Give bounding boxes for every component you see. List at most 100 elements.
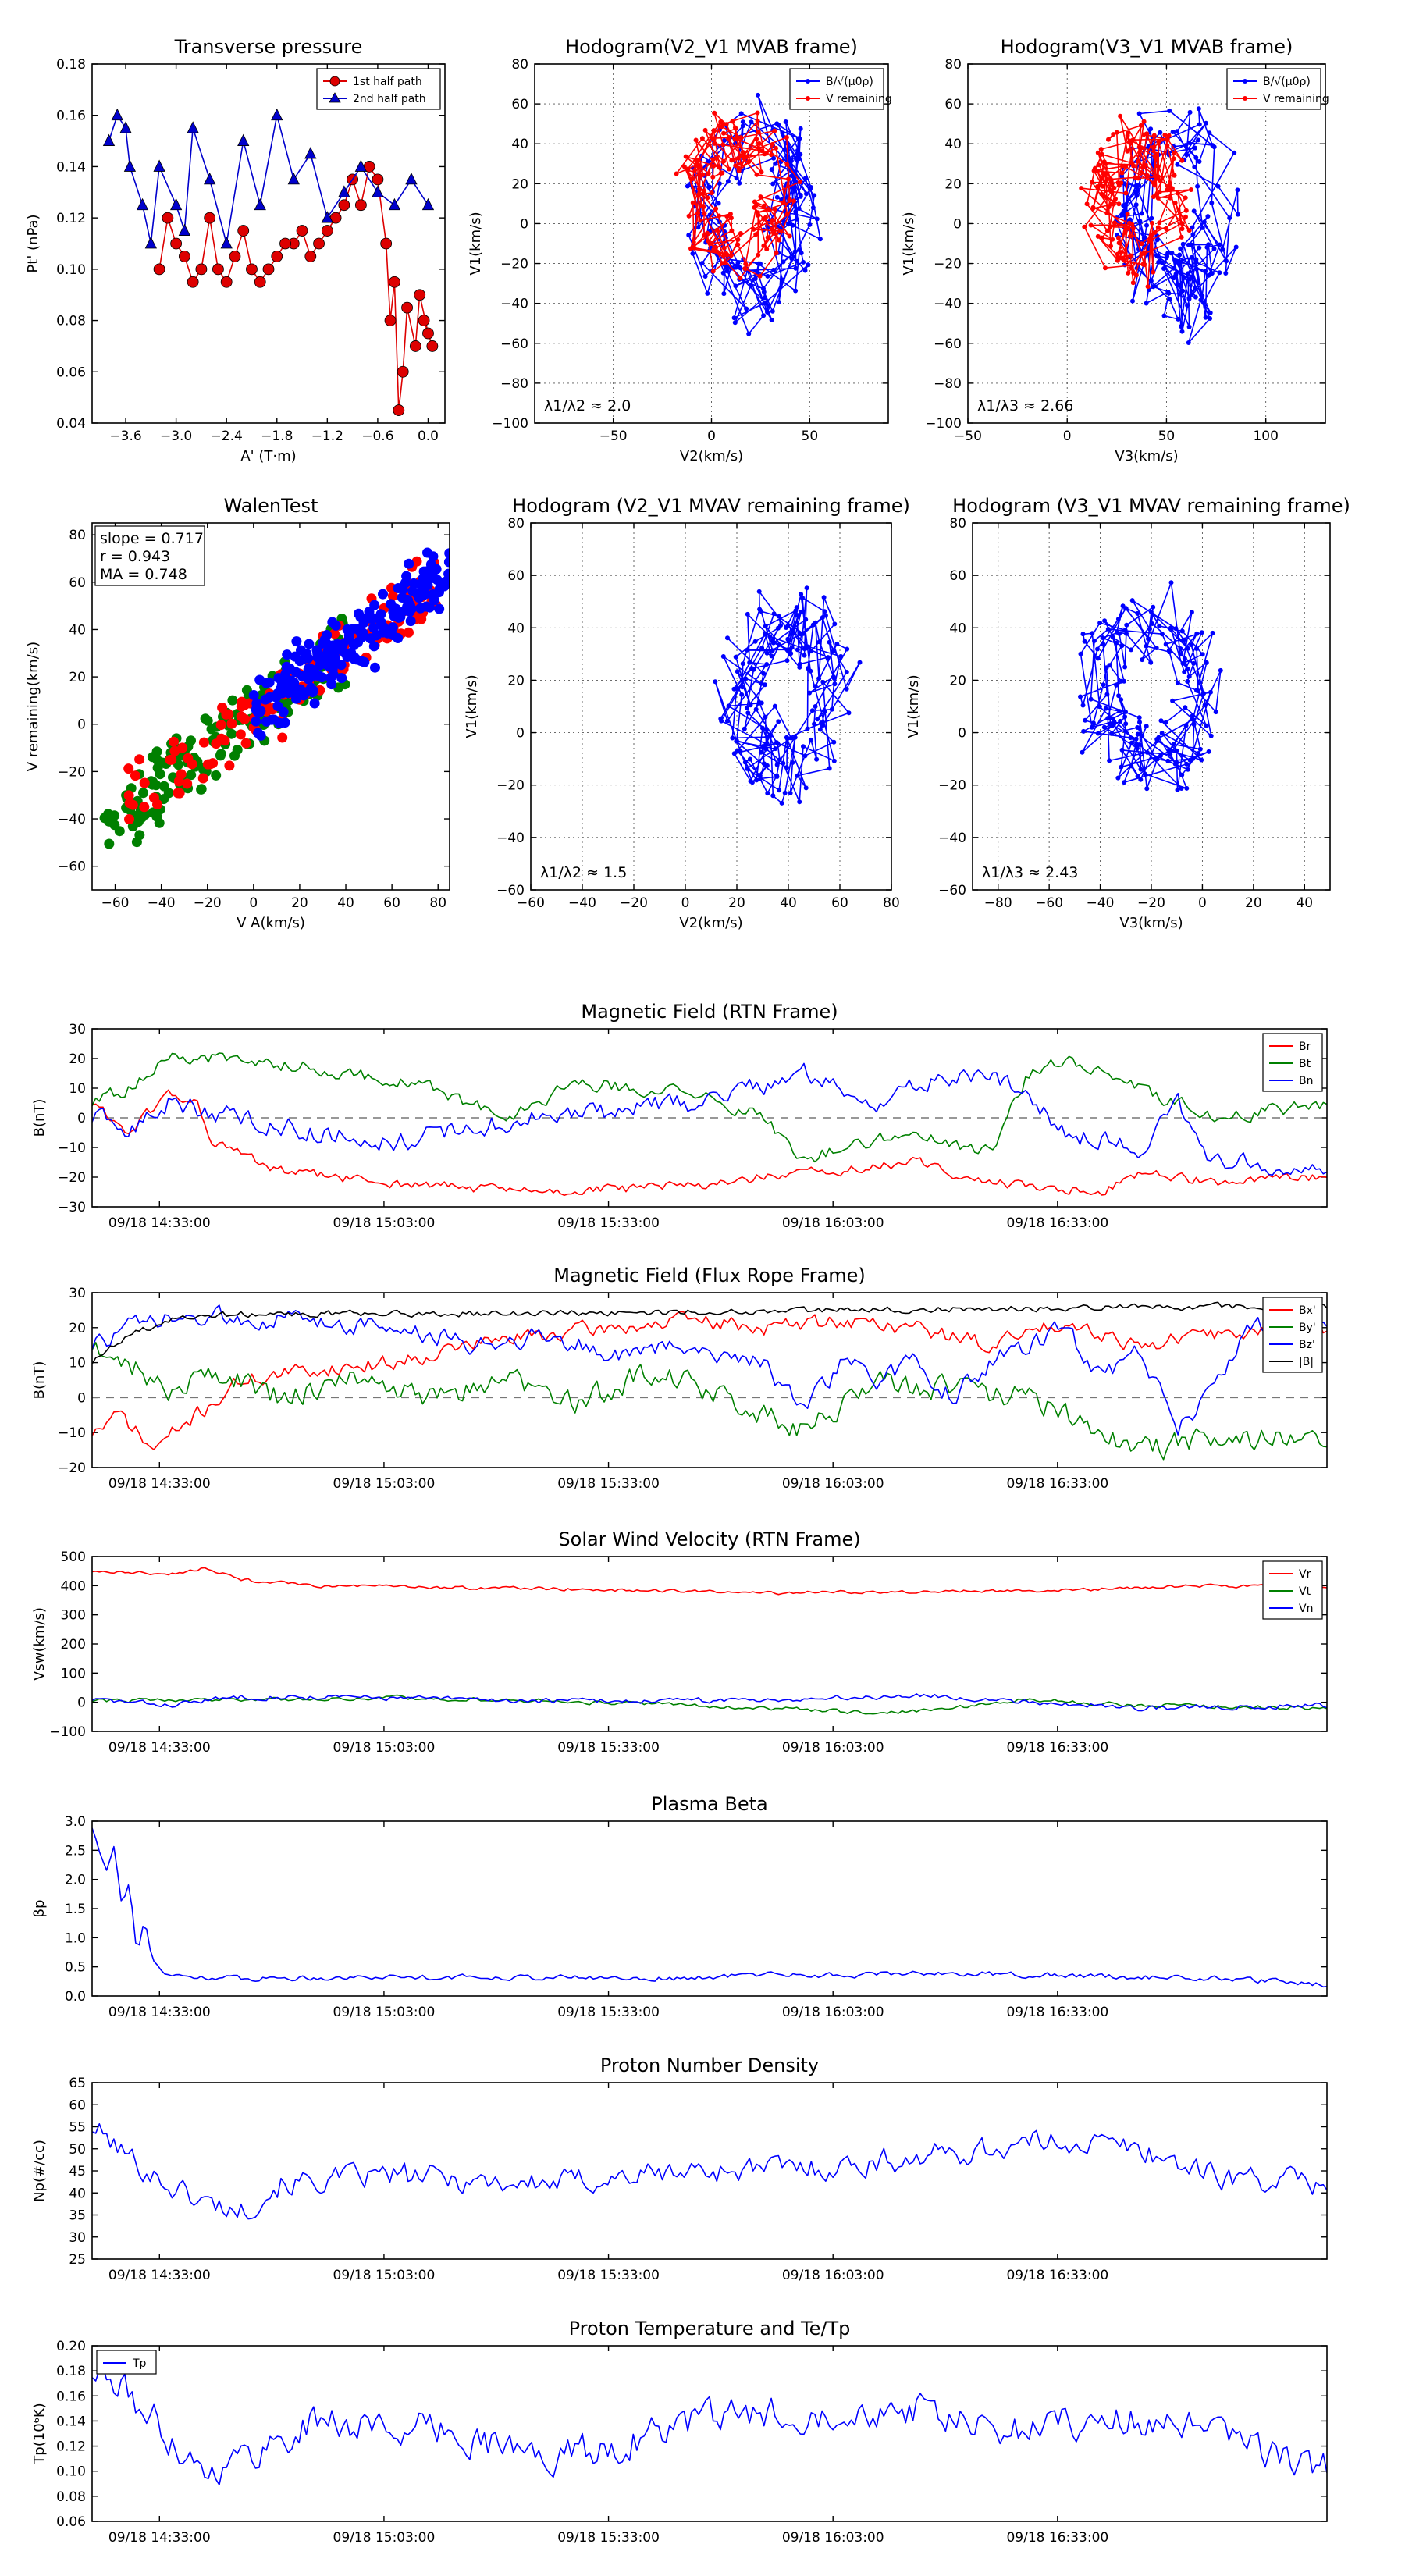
beta-frame bbox=[91, 1820, 1328, 1997]
y-tick-label: 40 bbox=[949, 621, 966, 636]
data-point bbox=[761, 313, 767, 318]
data-point bbox=[710, 157, 716, 162]
y-tick-label: −40 bbox=[496, 831, 525, 846]
y-tick-label: 0 bbox=[520, 216, 528, 232]
data-point bbox=[691, 240, 696, 245]
data-point bbox=[792, 249, 798, 254]
time-tick-label: 09/18 15:03:00 bbox=[333, 1740, 436, 1756]
data-point bbox=[229, 750, 240, 761]
data-point bbox=[773, 161, 778, 166]
data-point bbox=[806, 666, 810, 671]
data-point bbox=[1137, 219, 1143, 224]
data-point bbox=[248, 690, 259, 700]
data-point bbox=[802, 646, 807, 652]
data-point bbox=[444, 548, 450, 559]
data-point bbox=[1146, 636, 1151, 642]
data-point bbox=[1104, 228, 1110, 233]
data-point bbox=[104, 816, 115, 827]
data-point bbox=[1154, 237, 1160, 243]
data-point bbox=[714, 227, 720, 233]
data-point bbox=[769, 653, 774, 659]
data-point bbox=[764, 763, 770, 768]
bFR-frame bbox=[91, 1292, 1328, 1468]
data-point bbox=[763, 151, 769, 156]
data-point bbox=[1196, 751, 1201, 756]
data-point bbox=[801, 631, 806, 636]
data-point bbox=[762, 295, 767, 301]
data-point bbox=[223, 709, 234, 720]
data-point bbox=[170, 237, 183, 250]
data-point bbox=[759, 148, 764, 154]
time-tick-label: 09/18 15:03:00 bbox=[333, 2005, 436, 2020]
data-point bbox=[1133, 272, 1139, 278]
y-tick-label: 10 bbox=[69, 1356, 86, 1372]
data-point bbox=[1121, 208, 1126, 214]
data-point bbox=[1126, 270, 1131, 276]
data-point bbox=[769, 167, 774, 173]
data-point bbox=[742, 726, 747, 731]
data-point bbox=[784, 135, 789, 140]
data-point bbox=[1102, 618, 1108, 624]
y-tick-label: 20 bbox=[69, 1321, 86, 1336]
data-point bbox=[733, 283, 738, 289]
data-point bbox=[1135, 158, 1140, 164]
data-point bbox=[123, 159, 137, 172]
data-point bbox=[380, 237, 393, 250]
data-point bbox=[744, 766, 749, 771]
data-point bbox=[1220, 247, 1225, 252]
y-tick-label: 0.12 bbox=[56, 211, 86, 226]
y-tick-label: −40 bbox=[934, 297, 962, 312]
data-point bbox=[1148, 278, 1154, 283]
data-point bbox=[1100, 183, 1105, 189]
data-point bbox=[1116, 240, 1122, 246]
data-point bbox=[1139, 145, 1144, 151]
data-point bbox=[1101, 682, 1106, 688]
tp-xlabel: A' (T·m) bbox=[240, 448, 296, 464]
data-point bbox=[1227, 215, 1232, 221]
data-point bbox=[1134, 745, 1140, 751]
data-point bbox=[1130, 280, 1136, 286]
data-point bbox=[674, 171, 679, 176]
y-tick-label: 45 bbox=[69, 2164, 86, 2179]
data-point bbox=[1144, 222, 1149, 228]
data-point bbox=[1193, 294, 1198, 300]
data-point bbox=[793, 608, 799, 614]
data-point bbox=[1218, 667, 1223, 673]
bRTN-title: Magnetic Field (RTN Frame) bbox=[581, 1001, 838, 1023]
data-point bbox=[1099, 151, 1104, 157]
data-point bbox=[1149, 215, 1154, 221]
time-tick-label: 09/18 15:33:00 bbox=[557, 1476, 660, 1492]
data-point bbox=[742, 266, 748, 271]
data-point bbox=[719, 124, 724, 130]
data-point bbox=[776, 719, 781, 724]
y-tick-label: 20 bbox=[944, 176, 962, 192]
data-point bbox=[1121, 203, 1126, 208]
h2-frame bbox=[967, 63, 1326, 424]
series-line-Vr bbox=[92, 1567, 1327, 1596]
data-point bbox=[1197, 245, 1202, 251]
data-point bbox=[745, 611, 750, 617]
data-point bbox=[771, 155, 777, 161]
data-point bbox=[1106, 137, 1111, 142]
data-point bbox=[1186, 295, 1192, 301]
data-point bbox=[1200, 225, 1205, 230]
data-point bbox=[1111, 132, 1116, 137]
data-point bbox=[770, 218, 775, 223]
data-point bbox=[1136, 111, 1142, 116]
data-point bbox=[1180, 660, 1186, 666]
data-point bbox=[246, 263, 258, 276]
data-point bbox=[1107, 663, 1112, 668]
data-point bbox=[1144, 131, 1150, 137]
y-tick-label: 0.16 bbox=[56, 2389, 86, 2404]
legend-label: Tp bbox=[132, 2357, 147, 2370]
data-point bbox=[304, 147, 317, 159]
data-point bbox=[187, 121, 199, 133]
h4-ylabel: V1(km/s) bbox=[905, 674, 922, 738]
data-point bbox=[1207, 130, 1212, 136]
data-point bbox=[387, 590, 398, 601]
data-point bbox=[756, 92, 760, 98]
data-point bbox=[375, 609, 386, 620]
data-point bbox=[718, 716, 724, 721]
data-point bbox=[784, 658, 790, 664]
data-point bbox=[321, 225, 333, 237]
